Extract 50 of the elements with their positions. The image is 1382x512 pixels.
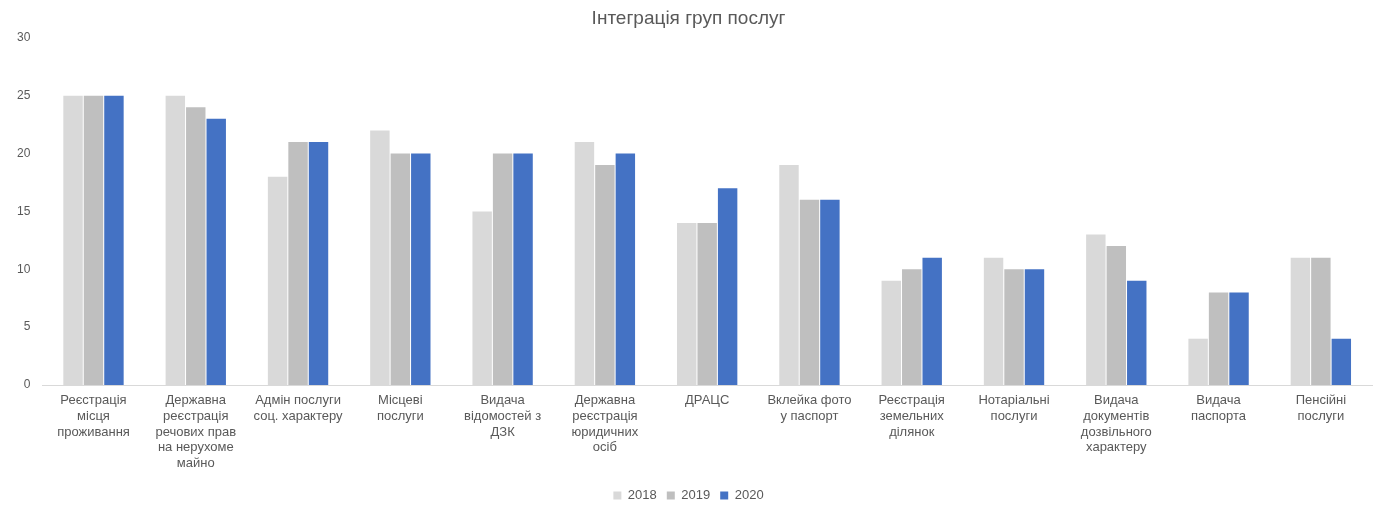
- y-tick-label: 20: [16, 145, 31, 160]
- bar: [1106, 246, 1127, 385]
- bar: [799, 199, 820, 385]
- bar: [697, 222, 717, 385]
- bar: [595, 165, 615, 385]
- x-tick-label: Нотаріальні послуги: [978, 392, 1050, 423]
- bar: [411, 153, 431, 385]
- bar: [390, 153, 411, 385]
- legend-label: 2020: [734, 487, 764, 503]
- y-tick-label: 15: [16, 203, 31, 218]
- bar: [1229, 292, 1249, 385]
- chart-title: Інтеграція груп послуг: [591, 6, 786, 28]
- bar: [902, 269, 922, 385]
- bar: [186, 107, 206, 385]
- bar: [308, 141, 329, 385]
- bar: [1208, 292, 1229, 385]
- bar: [492, 153, 513, 385]
- legend-label: 2018: [627, 487, 657, 503]
- bar: [1127, 280, 1147, 385]
- x-tick-label: Державна реєстрація речових прав на нерухоме майно: [155, 392, 237, 470]
- x-tick-label: Видача документів дозвільного характеру: [1080, 392, 1152, 455]
- x-tick-label: Реєстрація земельних ділянок: [878, 392, 945, 439]
- bar: [922, 257, 942, 385]
- y-tick-label: 0: [23, 377, 31, 392]
- x-tick-label: Пенсійні послуги: [1295, 392, 1347, 423]
- bar: [1311, 257, 1331, 385]
- y-tick-label: 30: [16, 30, 31, 45]
- legend-label: 2019: [681, 487, 711, 503]
- bar: [1024, 269, 1045, 385]
- bar: [104, 95, 124, 385]
- x-tick-label: Видача паспорта: [1191, 392, 1247, 423]
- bar: [288, 141, 308, 385]
- y-tick-label: 5: [23, 319, 31, 334]
- y-tick-label: 25: [16, 87, 31, 102]
- x-tick-label: Вклейка фото у паспорт: [767, 392, 852, 423]
- x-tick-label: Місцеві послуги: [376, 392, 424, 423]
- bar: [83, 95, 104, 385]
- x-tick-label: Видача відомостей з ДЗК: [464, 392, 542, 439]
- x-tick-label: Адмін послуги соц. характеру: [253, 392, 344, 423]
- x-tick-label: ДРАЦС: [685, 392, 730, 408]
- bar: [206, 118, 226, 385]
- x-tick-label: Державна реєстрація юридичних осіб: [571, 392, 639, 455]
- bar: [615, 153, 636, 385]
- bar: [717, 188, 738, 385]
- bar: [1004, 269, 1024, 385]
- x-tick-label: Реєстрація місця проживання: [57, 392, 130, 439]
- bar: [1331, 338, 1352, 385]
- y-tick-label: 10: [16, 261, 31, 276]
- bar: [513, 153, 533, 385]
- bar: [820, 199, 840, 385]
